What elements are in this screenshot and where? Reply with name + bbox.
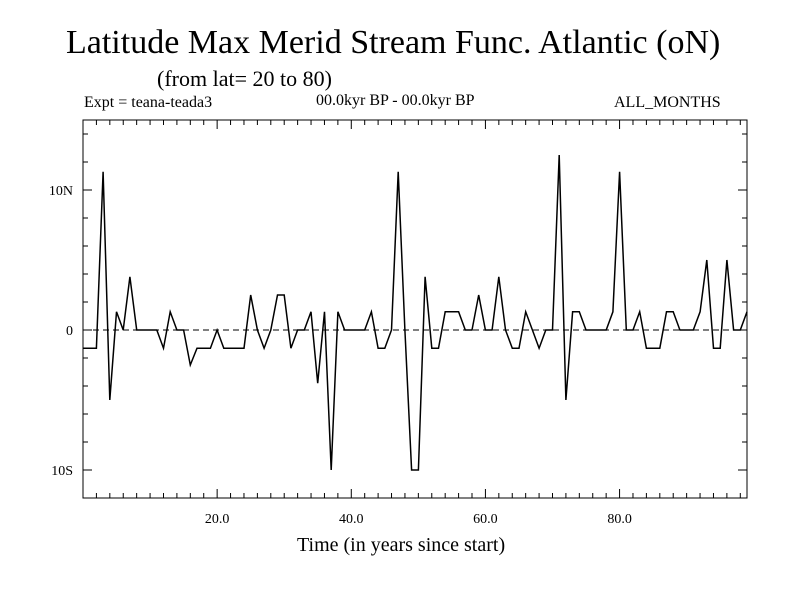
y-tick-label: 10N [49,184,73,199]
y-tick-label: 10S [51,464,73,479]
tick-marks [83,120,747,498]
chart-subtitle: (from lat= 20 to 80) [157,66,332,91]
x-tick-label: 20.0 [205,512,230,527]
x-tick-label: 80.0 [607,512,632,527]
period-label: 00.0kyr BP - 00.0kyr BP [316,92,475,109]
experiment-label: Expt = teana-teada3 [84,94,213,111]
tick-labels: 20.0 40.0 60.0 80.0 10N 0 10S [49,184,632,527]
x-tick-label: 40.0 [339,512,364,527]
x-axis-label: Time (in years since start) [297,534,506,556]
y-tick-label: 0 [66,324,73,339]
months-label: ALL_MONTHS [614,94,721,111]
series-group [83,154,748,471]
chart-title: Latitude Max Merid Stream Func. Atlantic… [66,24,721,61]
plot-frame [82,119,748,499]
series-line [83,154,748,471]
x-tick-label: 60.0 [473,512,498,527]
